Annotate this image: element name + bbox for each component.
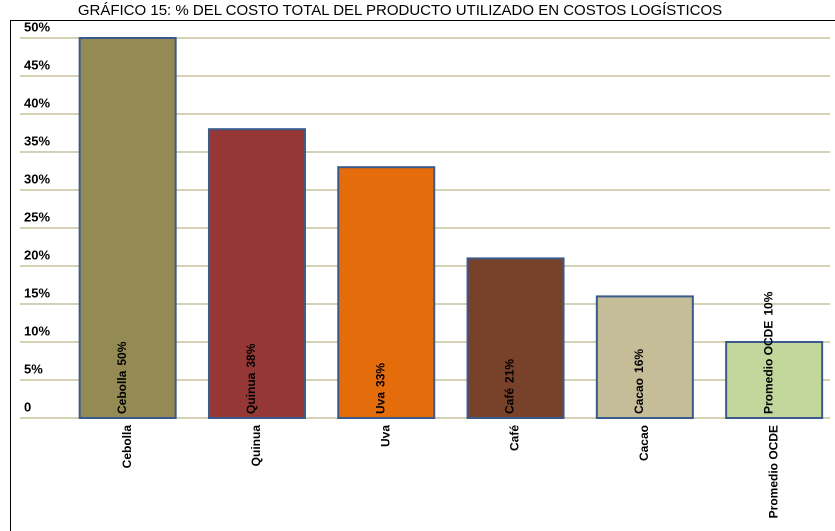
y-tick-label: 10% bbox=[24, 323, 50, 338]
y-tick-label: 15% bbox=[24, 285, 50, 300]
bar-category-label: Café bbox=[503, 388, 517, 414]
bar bbox=[207, 128, 306, 419]
bar bbox=[78, 37, 177, 419]
y-tick-label: 20% bbox=[24, 247, 50, 262]
x-tick-label: Promedio OCDE bbox=[766, 425, 780, 518]
bar-category-label: Quinua bbox=[244, 372, 258, 414]
bar bbox=[725, 341, 824, 419]
x-tick-label: Cebolla bbox=[120, 425, 134, 469]
bar-category-label: Cacao bbox=[632, 378, 646, 414]
value-label: 16% bbox=[632, 349, 646, 373]
value-label: 33% bbox=[373, 363, 387, 387]
y-tick-label: 40% bbox=[24, 95, 50, 110]
x-tick-label: Cacao bbox=[637, 425, 651, 461]
y-tick-label: 45% bbox=[24, 57, 50, 72]
y-tick-label: 35% bbox=[24, 133, 50, 148]
bar bbox=[466, 257, 565, 419]
value-label: 21% bbox=[503, 359, 517, 383]
bar-category-label: Uva bbox=[373, 392, 387, 414]
x-tick-label: Uva bbox=[378, 425, 392, 447]
bar-category-label: Promedio OCDE bbox=[761, 321, 775, 414]
y-tick-label: 5% bbox=[24, 361, 43, 376]
x-tick-label: Quinua bbox=[249, 425, 263, 467]
y-tick-label: 50% bbox=[24, 19, 50, 34]
y-tick-label: 25% bbox=[24, 209, 50, 224]
x-tick-label: Café bbox=[508, 425, 522, 451]
y-tick-label: 0 bbox=[24, 399, 31, 414]
value-label: 38% bbox=[244, 343, 258, 367]
bar bbox=[337, 166, 436, 419]
value-label: 50% bbox=[115, 341, 129, 365]
bar bbox=[595, 295, 694, 419]
y-tick-label: 30% bbox=[24, 171, 50, 186]
value-label: 10% bbox=[761, 291, 775, 315]
chart-title: GRÁFICO 15: % DEL COSTO TOTAL DEL PRODUC… bbox=[78, 2, 722, 19]
bar-category-label: Cebolla bbox=[115, 370, 129, 414]
